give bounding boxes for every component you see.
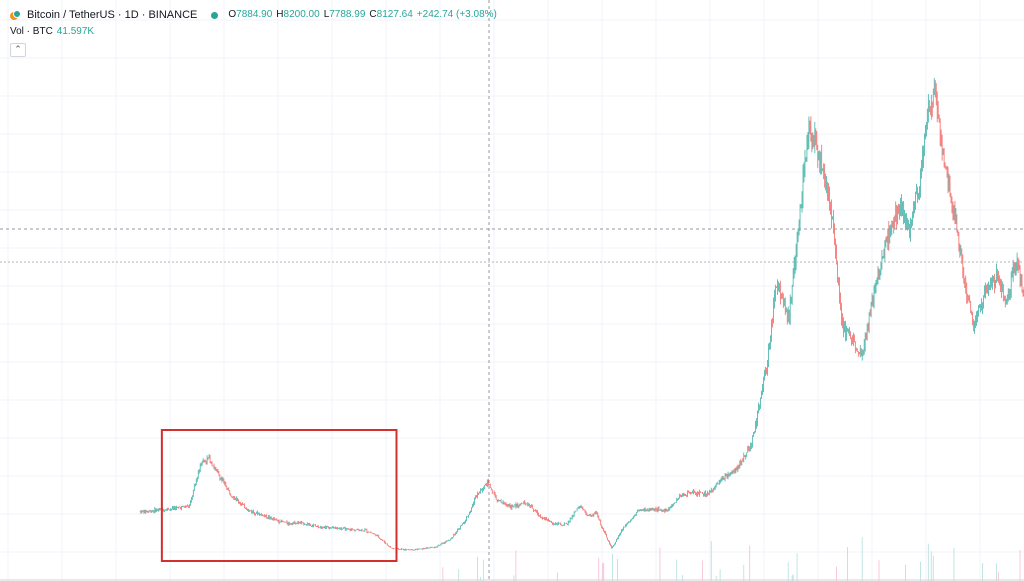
bitcoin-tether-icon xyxy=(10,9,21,21)
ohlc-close-key: C xyxy=(369,9,377,20)
ohlc-high-value: 8200.00 xyxy=(283,9,320,20)
volume-value: 41.597K xyxy=(56,26,95,37)
highlight-box xyxy=(160,429,398,562)
price-change: +242.74 (+3.08%) xyxy=(416,9,497,20)
ohlc-values: O7884.90 H8200.00 L7788.99 C8127.64 +242… xyxy=(228,8,497,22)
volume-legend: Vol · BTC 41.597K xyxy=(10,25,497,39)
ohlc-high-key: H xyxy=(276,9,284,20)
ohlc-low-value: 7788.99 xyxy=(329,9,366,20)
ohlc-low-key: L xyxy=(323,9,330,20)
ohlc-open-key: O xyxy=(228,9,237,20)
volume-bars xyxy=(442,537,1021,581)
ohlc-open-value: 7884.90 xyxy=(236,9,273,20)
market-open-dot-icon xyxy=(211,11,219,19)
ohlc-close-value: 8127.64 xyxy=(376,9,413,20)
collapse-legend-button[interactable]: ⌃ xyxy=(10,43,26,57)
candles[interactable] xyxy=(139,77,1024,551)
chart-legend: Bitcoin / TetherUS · 1D · BINANCE O7884.… xyxy=(10,8,497,57)
volume-label: Vol · BTC xyxy=(10,26,53,37)
legend-symbol-row: Bitcoin / TetherUS · 1D · BINANCE O7884.… xyxy=(10,8,497,22)
symbol-title[interactable]: Bitcoin / TetherUS · 1D · BINANCE xyxy=(27,9,198,21)
